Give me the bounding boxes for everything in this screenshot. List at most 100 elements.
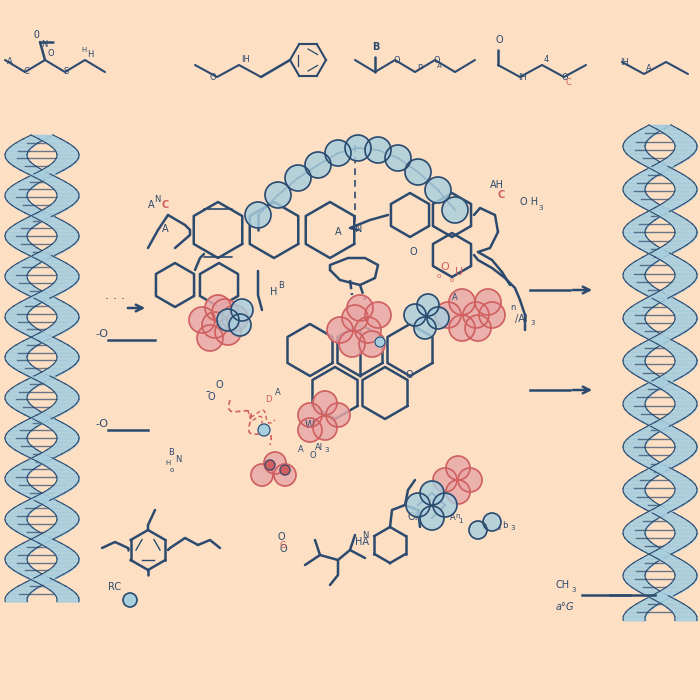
Circle shape (385, 145, 411, 171)
Text: O: O (208, 392, 216, 402)
Text: O: O (433, 56, 440, 65)
Circle shape (217, 309, 239, 331)
Text: A: A (437, 63, 442, 69)
Text: A: A (148, 200, 155, 210)
Text: AH: AH (490, 180, 504, 190)
Text: HA: HA (355, 537, 369, 547)
Text: H: H (87, 50, 93, 59)
Text: O: O (405, 370, 412, 380)
Circle shape (375, 337, 385, 347)
Text: H: H (165, 460, 170, 466)
Text: n: n (510, 303, 515, 312)
Circle shape (420, 481, 444, 505)
Circle shape (274, 464, 296, 486)
Circle shape (433, 468, 457, 492)
Text: O: O (278, 532, 286, 542)
Text: N: N (175, 455, 181, 464)
Text: A: A (298, 445, 304, 454)
Text: O: O (410, 247, 418, 257)
Circle shape (298, 403, 322, 427)
Text: G: G (280, 541, 286, 550)
Circle shape (417, 294, 439, 316)
Text: O: O (209, 73, 216, 82)
Circle shape (313, 391, 337, 415)
Text: H: H (270, 287, 277, 297)
Text: -O: -O (95, 419, 108, 429)
Text: N: N (41, 40, 48, 49)
Circle shape (449, 315, 475, 341)
Text: A: A (646, 64, 652, 73)
Circle shape (446, 456, 470, 480)
Circle shape (479, 302, 505, 328)
Text: A: A (450, 513, 456, 522)
Text: H: H (81, 47, 86, 53)
Text: J b: J b (498, 521, 508, 530)
Circle shape (280, 465, 290, 475)
Circle shape (229, 314, 251, 336)
Text: W: W (305, 420, 314, 430)
Text: 3: 3 (510, 525, 514, 531)
Circle shape (265, 460, 275, 470)
Text: IH: IH (241, 55, 250, 64)
Text: O: O (215, 380, 223, 390)
Text: RC: RC (108, 582, 121, 592)
Circle shape (231, 299, 253, 321)
Circle shape (475, 289, 501, 315)
Circle shape (446, 480, 470, 504)
Circle shape (326, 403, 350, 427)
Circle shape (365, 302, 391, 328)
Circle shape (435, 302, 461, 328)
Text: 3: 3 (571, 587, 575, 593)
Text: IH: IH (518, 73, 527, 82)
Circle shape (205, 295, 231, 321)
Text: /Al: /Al (515, 314, 528, 324)
Circle shape (483, 513, 501, 531)
Text: B: B (372, 42, 379, 52)
Text: O: O (310, 451, 316, 460)
Circle shape (313, 416, 337, 440)
Circle shape (212, 299, 238, 325)
Circle shape (258, 424, 270, 436)
Text: O: O (280, 544, 288, 554)
Circle shape (469, 521, 487, 539)
Circle shape (342, 305, 368, 331)
Circle shape (251, 464, 273, 486)
Text: o: o (437, 273, 441, 279)
Text: O: O (47, 49, 54, 58)
Text: N: N (154, 195, 160, 204)
Circle shape (359, 331, 385, 357)
Circle shape (355, 317, 381, 343)
Circle shape (365, 137, 391, 163)
Circle shape (458, 468, 482, 492)
Text: A: A (335, 227, 342, 237)
Text: D: D (265, 395, 272, 404)
Text: IH: IH (620, 58, 629, 67)
Circle shape (347, 295, 373, 321)
Text: o: o (170, 467, 174, 473)
Circle shape (339, 331, 365, 357)
Text: Al: Al (315, 443, 323, 452)
Circle shape (433, 493, 457, 517)
Circle shape (404, 304, 426, 326)
Circle shape (325, 140, 351, 166)
Text: O: O (562, 73, 568, 82)
Circle shape (305, 152, 331, 178)
Text: -O: -O (95, 329, 108, 339)
Circle shape (197, 325, 223, 351)
Text: O: O (393, 56, 400, 65)
Circle shape (265, 182, 291, 208)
Circle shape (298, 418, 322, 442)
Circle shape (406, 493, 430, 517)
Text: O: O (440, 262, 449, 272)
Circle shape (427, 307, 449, 329)
Text: C: C (162, 200, 169, 210)
Circle shape (245, 202, 271, 228)
Text: n: n (455, 513, 459, 519)
Text: U: U (455, 267, 463, 277)
Text: C: C (23, 67, 29, 76)
Text: O: O (495, 35, 503, 45)
Text: A: A (275, 388, 281, 397)
Circle shape (189, 307, 215, 333)
Text: O H: O H (520, 197, 538, 207)
Text: N: N (362, 531, 368, 540)
